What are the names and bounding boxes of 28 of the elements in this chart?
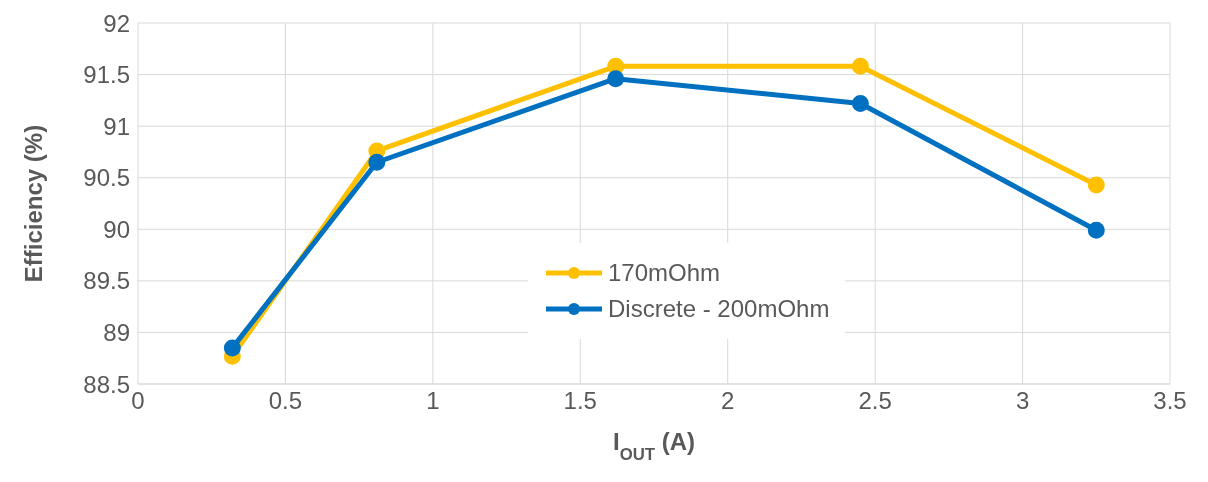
x-axis-title: I$_{OUT}$ (A) — [612, 428, 696, 464]
y-axis-title: Efficiency (%) — [19, 124, 47, 283]
x-tick-label: 2 — [721, 387, 735, 415]
y-tick-label: 89 — [103, 318, 130, 346]
x-tick-label: 2.5 — [858, 387, 892, 415]
x-tick-label: 0.5 — [268, 387, 303, 415]
point — [1087, 221, 1105, 239]
point — [607, 57, 625, 75]
point — [851, 57, 869, 75]
point — [851, 94, 869, 112]
point — [1087, 176, 1105, 194]
y-tick-label: 90.5 — [83, 164, 130, 192]
x-tick-label: 0 — [131, 387, 145, 415]
y-tick-label: 89.5 — [83, 267, 130, 295]
x-tick-label: 3 — [1015, 387, 1030, 415]
y-tick-label: 92 — [103, 9, 130, 37]
x-tick-label: 1.5 — [563, 387, 597, 415]
point — [223, 339, 241, 357]
y-tick-label: 91.5 — [83, 61, 130, 89]
x-tick-label: 3.5 — [1153, 387, 1187, 415]
y-tick-label: 91 — [103, 112, 130, 140]
x-tick-label: 1 — [426, 387, 440, 415]
legend-label: 170mOhm — [608, 259, 721, 287]
y-tick-label: 88.5 — [83, 370, 130, 398]
y-tick-label: 90 — [103, 215, 130, 243]
legend-label: Discrete - 200mOhm — [608, 295, 830, 323]
point — [368, 153, 386, 171]
point — [607, 70, 625, 88]
